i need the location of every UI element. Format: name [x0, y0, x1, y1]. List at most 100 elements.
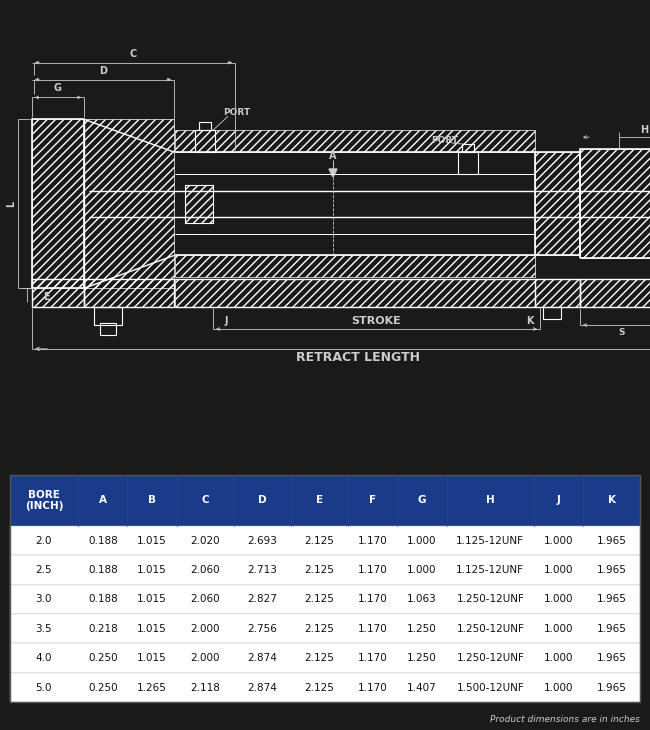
Text: A: A [330, 151, 337, 161]
Text: 1.965: 1.965 [597, 565, 627, 575]
Text: 1.170: 1.170 [358, 624, 387, 634]
Bar [580, 149, 650, 258]
Bar [185, 185, 213, 223]
Text: S: S [618, 328, 625, 337]
Text: B: B [148, 496, 156, 505]
Text: 1.015: 1.015 [137, 624, 167, 634]
Text: 2.125: 2.125 [304, 565, 334, 575]
Bar [84, 280, 174, 307]
Text: 1.965: 1.965 [597, 536, 627, 545]
Text: 1.000: 1.000 [407, 565, 437, 575]
Text: 2.874: 2.874 [248, 683, 278, 693]
Text: 0.188: 0.188 [88, 594, 118, 604]
Text: 3.5: 3.5 [36, 624, 52, 634]
Text: 1.000: 1.000 [544, 624, 573, 634]
Text: 2.125: 2.125 [304, 536, 334, 545]
Text: 2.827: 2.827 [248, 594, 278, 604]
Bar [10, 556, 640, 585]
Text: 2.874: 2.874 [248, 653, 278, 663]
Text: 1.407: 1.407 [407, 683, 437, 693]
Text: 2.000: 2.000 [190, 624, 220, 634]
Text: 1.965: 1.965 [597, 683, 627, 693]
Text: K: K [608, 496, 616, 505]
Polygon shape [329, 169, 337, 177]
Bar [32, 280, 84, 307]
Bar [10, 644, 640, 673]
Text: 1.250-12UNF: 1.250-12UNF [456, 653, 524, 663]
Text: J: J [556, 496, 560, 505]
Text: 1.170: 1.170 [358, 683, 387, 693]
Bar [10, 614, 640, 644]
Text: H: H [640, 126, 648, 135]
Text: F: F [369, 496, 376, 505]
Text: L: L [6, 201, 16, 207]
Text: D: D [99, 66, 107, 76]
Bar [543, 307, 561, 319]
Text: 2.693: 2.693 [248, 536, 278, 545]
Bar [458, 152, 478, 174]
Text: 1.500-12UNF: 1.500-12UNF [456, 683, 524, 693]
Text: 1.015: 1.015 [137, 536, 167, 545]
Text: 2.125: 2.125 [304, 683, 334, 693]
Text: 5.0: 5.0 [36, 683, 52, 693]
Text: 1.015: 1.015 [137, 653, 167, 663]
Bar [535, 152, 580, 256]
Bar [10, 526, 640, 556]
Text: 2.756: 2.756 [248, 624, 278, 634]
Text: 1.250: 1.250 [407, 653, 437, 663]
Text: 1.965: 1.965 [597, 653, 627, 663]
Text: 2.125: 2.125 [304, 653, 334, 663]
Bar [580, 280, 650, 307]
Text: 1.250-12UNF: 1.250-12UNF [456, 624, 524, 634]
Text: 1.965: 1.965 [597, 624, 627, 634]
Bar [32, 119, 84, 288]
Text: 1.000: 1.000 [544, 683, 573, 693]
Text: 1.170: 1.170 [358, 653, 387, 663]
Bar [175, 280, 535, 307]
Text: 1.000: 1.000 [544, 594, 573, 604]
Text: 1.265: 1.265 [137, 683, 167, 693]
Text: 2.000: 2.000 [190, 653, 220, 663]
Text: 3.0: 3.0 [36, 594, 52, 604]
Text: 0.250: 0.250 [88, 653, 118, 663]
Text: 1.000: 1.000 [407, 536, 437, 545]
Text: 2.125: 2.125 [304, 624, 334, 634]
Bar [580, 280, 650, 307]
Bar [195, 130, 215, 152]
Text: 0.188: 0.188 [88, 565, 118, 575]
Text: 0.218: 0.218 [88, 624, 118, 634]
Text: 2.0: 2.0 [36, 536, 52, 545]
Bar [175, 255, 535, 277]
Text: 1.000: 1.000 [544, 536, 573, 545]
Text: 1.125-12UNF: 1.125-12UNF [456, 565, 525, 575]
Text: G: G [417, 496, 426, 505]
Text: 0.188: 0.188 [88, 536, 118, 545]
Text: Product dimensions are in inches: Product dimensions are in inches [491, 715, 640, 724]
Bar [84, 280, 174, 307]
Text: 1.170: 1.170 [358, 594, 387, 604]
Text: K: K [526, 316, 534, 326]
Text: 1.125-12UNF: 1.125-12UNF [456, 536, 525, 545]
Bar [84, 119, 174, 288]
Text: 1.170: 1.170 [358, 565, 387, 575]
Text: E: E [43, 292, 49, 302]
Text: D: D [258, 496, 266, 505]
Text: E: E [316, 496, 323, 505]
Text: 1.015: 1.015 [137, 594, 167, 604]
Text: 1.015: 1.015 [137, 565, 167, 575]
Bar [10, 474, 640, 702]
Bar [32, 119, 84, 288]
Bar [199, 122, 211, 130]
Bar [10, 585, 640, 614]
Text: 1.000: 1.000 [544, 653, 573, 663]
Text: 1.965: 1.965 [597, 594, 627, 604]
Text: 2.5: 2.5 [36, 565, 52, 575]
Text: 2.125: 2.125 [304, 594, 334, 604]
Text: 2.020: 2.020 [190, 536, 220, 545]
Text: BORE
(INCH): BORE (INCH) [25, 490, 63, 511]
Bar [535, 280, 580, 307]
Text: PORT: PORT [432, 136, 458, 145]
Text: 1.250: 1.250 [407, 624, 437, 634]
Text: 4.0: 4.0 [36, 653, 52, 663]
Bar [535, 152, 580, 256]
